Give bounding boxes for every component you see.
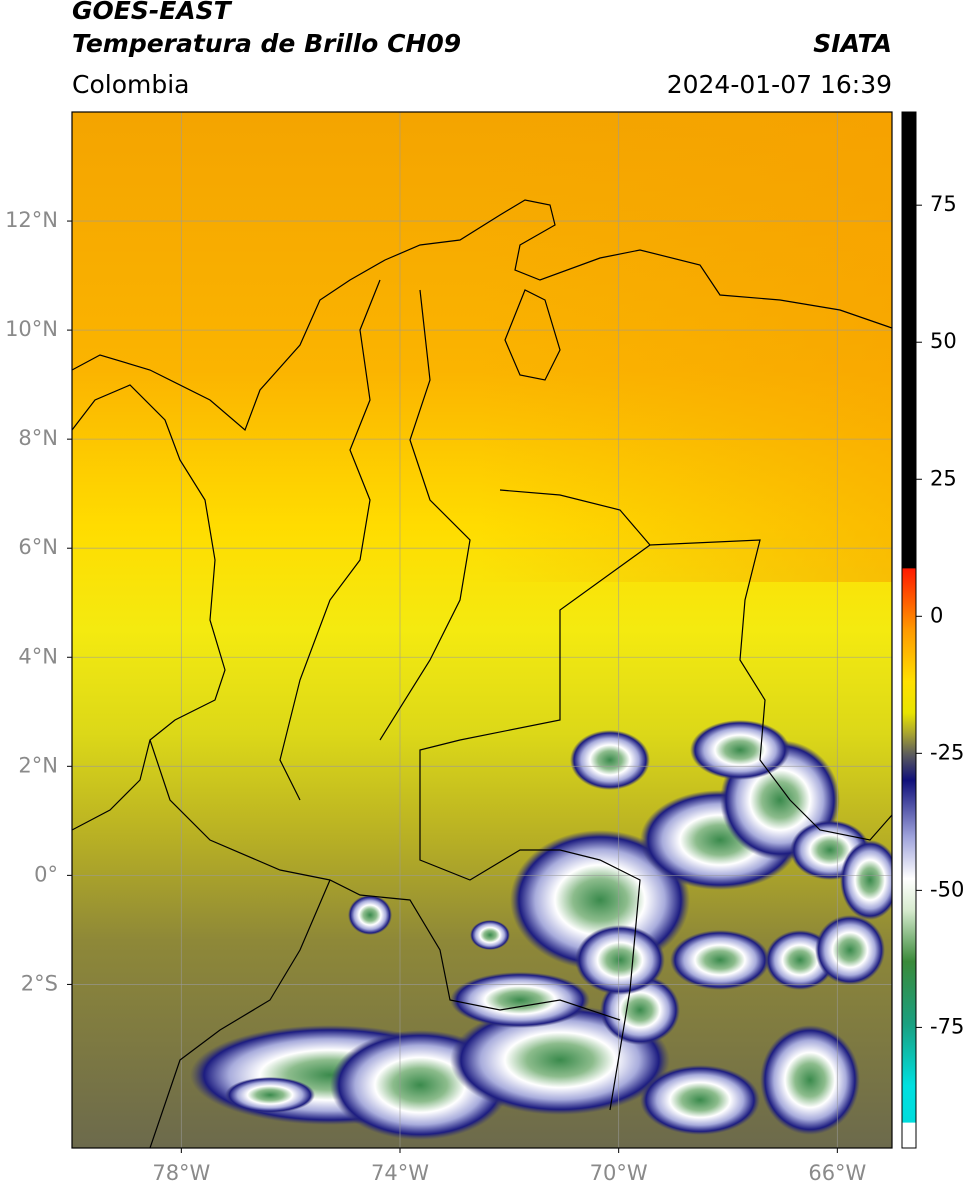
y-tick-label: 8°N <box>18 426 58 450</box>
colorbar-tick-label: 25 <box>930 466 957 490</box>
y-tick-label: 2°S <box>21 971 58 995</box>
source: SIATA <box>813 29 892 58</box>
x-tick-label: 78°W <box>152 1161 210 1185</box>
colorbar-tick-label: 0 <box>930 603 943 627</box>
colorbar-tick-label: -25 <box>930 740 964 764</box>
map-shade <box>480 112 892 582</box>
title: GOES-EAST <box>72 0 233 25</box>
x-tick-label: 74°W <box>371 1161 429 1185</box>
ticks: 78°W 74°W 70°W 66°W 12°N 10°N 8°N 6°N 4°N 2°N 0° 2°… <box>5 192 964 1185</box>
map-frame <box>71 111 893 1149</box>
y-tick-label: 12°N <box>5 208 58 232</box>
timestamp: 2024-01-07 16:39 <box>667 70 892 99</box>
cloud-tops <box>190 720 892 1140</box>
grid <box>72 112 892 1148</box>
x-tick-label: 66°W <box>808 1161 866 1185</box>
y-tick-label: 4°N <box>18 644 58 668</box>
y-tick-label: 10°N <box>5 317 58 341</box>
y-tick-label: 0° <box>34 862 58 886</box>
colorbar-tick-label: -50 <box>930 877 964 901</box>
y-tick-label: 2°N <box>18 753 58 777</box>
y-tick-label: 6°N <box>18 535 58 559</box>
subtitle: Temperatura de Brillo CH09 <box>72 29 461 58</box>
colorbar-tick-label: -75 <box>930 1014 964 1038</box>
x-tick-label: 70°W <box>590 1161 648 1185</box>
borders <box>72 199 892 1148</box>
colorbar-tick-label: 75 <box>930 192 957 216</box>
region: Colombia <box>72 70 189 99</box>
colorbar-tick-label: 50 <box>930 329 957 353</box>
map-image <box>72 112 892 1148</box>
colorbar <box>901 111 917 1149</box>
